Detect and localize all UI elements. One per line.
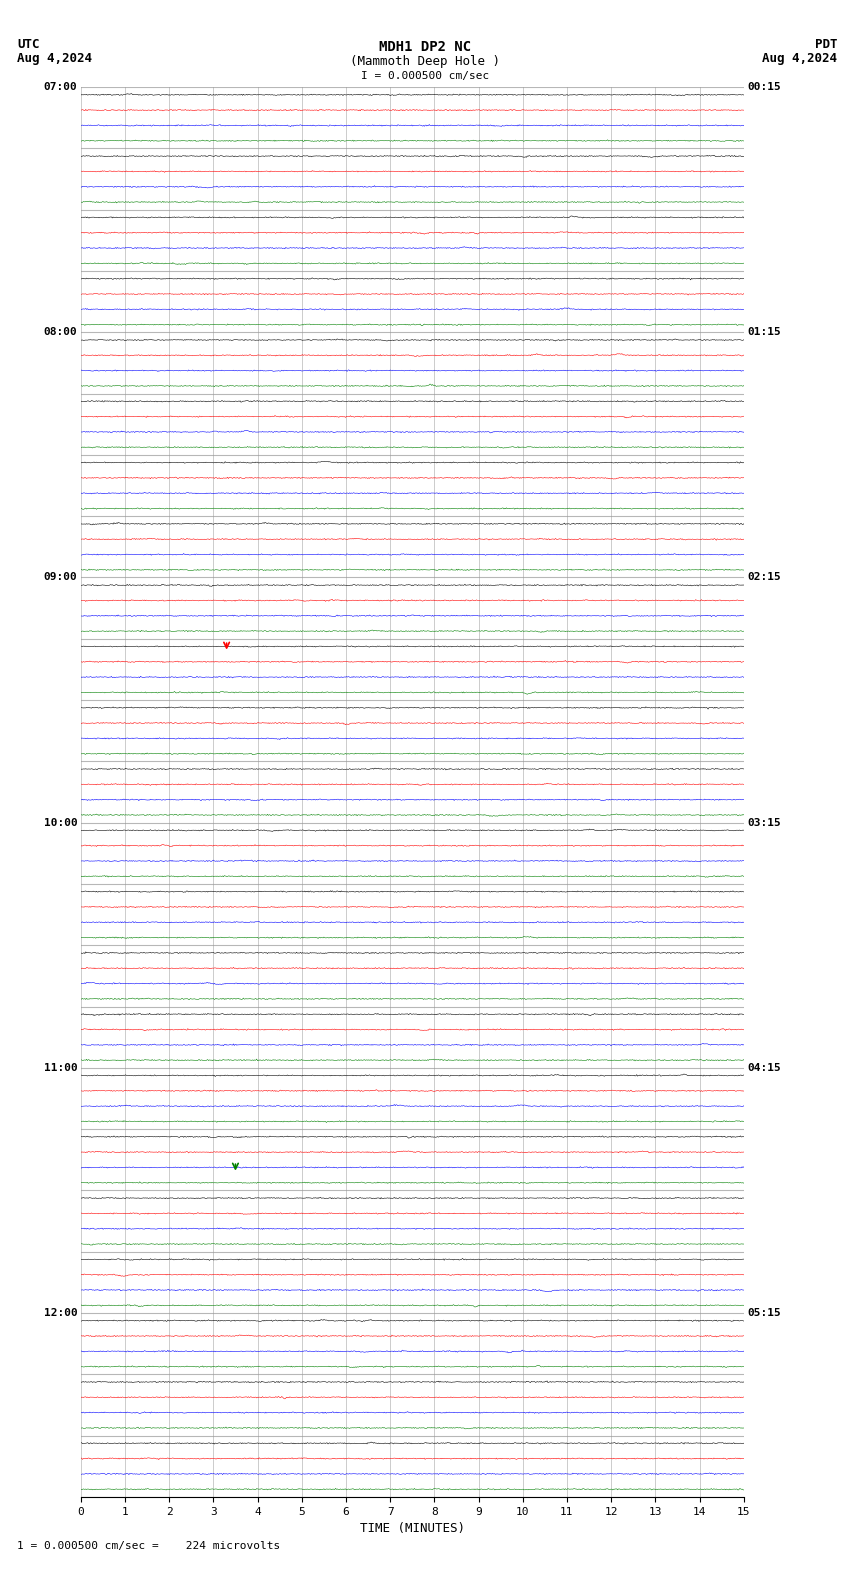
Text: 07:00: 07:00 xyxy=(43,82,77,92)
Text: 01:15: 01:15 xyxy=(747,328,781,337)
Text: (Mammoth Deep Hole ): (Mammoth Deep Hole ) xyxy=(350,55,500,68)
Text: Aug 4,2024: Aug 4,2024 xyxy=(17,52,92,65)
Text: PDT: PDT xyxy=(815,38,837,51)
Text: 12:00: 12:00 xyxy=(43,1308,77,1318)
Text: 00:15: 00:15 xyxy=(747,82,781,92)
Text: 02:15: 02:15 xyxy=(747,572,781,583)
Text: 11:00: 11:00 xyxy=(43,1063,77,1072)
Text: 1 = 0.000500 cm/sec =    224 microvolts: 1 = 0.000500 cm/sec = 224 microvolts xyxy=(17,1541,280,1551)
Text: 08:00: 08:00 xyxy=(43,328,77,337)
Text: UTC: UTC xyxy=(17,38,39,51)
Text: MDH1 DP2 NC: MDH1 DP2 NC xyxy=(379,40,471,54)
Text: I = 0.000500 cm/sec: I = 0.000500 cm/sec xyxy=(361,71,489,81)
Text: 05:15: 05:15 xyxy=(747,1308,781,1318)
Text: 03:15: 03:15 xyxy=(747,817,781,828)
Text: Aug 4,2024: Aug 4,2024 xyxy=(762,52,837,65)
Text: 09:00: 09:00 xyxy=(43,572,77,583)
X-axis label: TIME (MINUTES): TIME (MINUTES) xyxy=(360,1522,465,1535)
Text: 10:00: 10:00 xyxy=(43,817,77,828)
Text: 04:15: 04:15 xyxy=(747,1063,781,1072)
